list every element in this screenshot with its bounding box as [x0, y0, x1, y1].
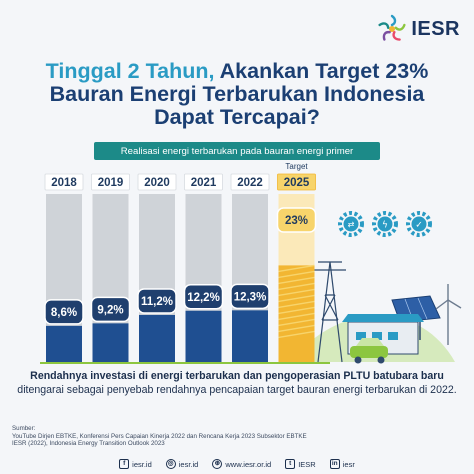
year-box-2021 [184, 173, 223, 191]
value-box-2020 [137, 288, 177, 314]
bar-fill-2019 [92, 323, 129, 362]
tick-label-2018: 2018 [51, 177, 77, 189]
tick-label-2020: 2020 [144, 177, 170, 189]
bar-stripe-2025 [278, 264, 315, 273]
bar-stripe-2025 [278, 294, 315, 303]
svg-text:✓: ✓ [415, 221, 423, 231]
sources: Sumber: YouTube Dirjen EBTKE, Konferensi… [12, 425, 462, 448]
bar-fill-2022 [232, 310, 268, 362]
title-part-2: Akankan Target 23% [214, 59, 429, 83]
gear-plug-icon: ⇄ [338, 211, 364, 237]
footer-twitter-text: IESR [298, 459, 316, 469]
tick-label-2025: 2025 [284, 177, 310, 189]
brand-name: IESR [411, 17, 460, 40]
bar-stripe-2025 [278, 276, 315, 285]
svg-text:ϟ: ϟ [382, 221, 388, 231]
data-label-2018: 8,6% [51, 307, 77, 319]
tick-label-2022: 2022 [237, 177, 263, 189]
bar-target-2025 [278, 264, 315, 362]
bar-fill-2018 [46, 325, 82, 362]
caption-rest: ditengarai sebagai penyebab rendahnya pe… [17, 383, 457, 396]
bar-fill-2021 [185, 310, 222, 362]
bars-layer: 2018 8,6% 2019 9,2% 2020 11,2% 2021 12,2% 2022 12… [44, 162, 317, 362]
caption: Rendahnya investasi di energi terbarukan… [10, 370, 464, 397]
bar-stripe-2025 [278, 288, 315, 297]
iesr-logo-icon [378, 14, 406, 41]
bar-stripe-2025 [278, 300, 315, 309]
title-line-2: Bauran Energi Terbarukan Indonesia [49, 82, 425, 106]
bar-stripe-2025 [278, 312, 315, 321]
title-line-1: Tinggal 2 Tahun, Akankan Target 23% [0, 60, 474, 83]
bar-fill-2020 [139, 314, 175, 362]
title-line-3: Dapat Tercapai? [154, 105, 320, 129]
electric-car-icon [350, 338, 388, 364]
sources-line-2: IESR (2022), Indonesia Energy Transition… [12, 440, 165, 448]
value-box-2021 [183, 284, 224, 310]
year-box-2018 [44, 173, 84, 191]
bar-stripe-2025 [278, 306, 315, 315]
value-box-2025 [276, 207, 317, 233]
page-title: Tinggal 2 Tahun, Akankan Target 23% Baur… [0, 60, 474, 129]
value-box-2019 [90, 296, 131, 323]
data-label-2020: 11,2% [141, 296, 173, 308]
bar-stripe-2025 [278, 330, 315, 339]
facebook-icon: f [119, 459, 130, 469]
transmission-tower-icon [314, 261, 346, 363]
globe-icon: ⊕ [212, 459, 223, 469]
footer-linkedin[interactable]: in iesr [329, 459, 355, 469]
gear-bolt-icon: ϟ [372, 211, 398, 237]
footer-instagram-text: iesr.id [178, 459, 199, 469]
year-box-2022 [230, 173, 270, 191]
instagram-icon: ◎ [165, 459, 176, 469]
chart-title: Realisasi energi terbarukan pada bauran … [94, 142, 380, 160]
tick-label-2021: 2021 [191, 177, 217, 189]
caption-bold: Rendahnya investasi di energi terbarukan… [30, 370, 444, 382]
value-box-2022 [230, 283, 270, 310]
data-label-2025: 23% [285, 215, 308, 227]
footer: f iesr.id ◎ iesr.id ⊕ www.iesr.or.id t I… [0, 454, 474, 474]
wind-turbine-icon [435, 284, 462, 345]
bar-stripe-2025 [278, 270, 315, 279]
footer-twitter[interactable]: t IESR [285, 459, 316, 469]
data-label-2019: 9,2% [97, 304, 123, 316]
footer-website[interactable]: ⊕ www.iesr.or.id [212, 459, 271, 469]
gear-check-icon: ✓ [406, 211, 432, 237]
data-label-2021: 12,2% [187, 292, 220, 304]
footer-facebook-text: iesr.id [132, 459, 152, 469]
target-label: Target [285, 162, 308, 171]
value-box-2018 [44, 299, 84, 325]
footer-website-text: www.iesr.or.id [225, 459, 272, 469]
linkedin-icon: in [329, 459, 340, 469]
bar-stripe-2025 [278, 318, 315, 327]
year-box-2020 [137, 173, 177, 191]
data-label-2022: 12,3% [234, 291, 267, 303]
svg-text:⇄: ⇄ [348, 220, 355, 229]
year-box-2019 [91, 173, 130, 191]
illustration: ⇄ ϟ ✓ [40, 211, 462, 364]
tick-label-2019: 2019 [98, 177, 124, 189]
sources-line-1: YouTube Dirjen EBTKE, Konferensi Pers Ca… [12, 432, 307, 440]
footer-linkedin-text: iesr [342, 459, 355, 469]
bar-stripe-2025 [278, 324, 315, 333]
bar-stripe-2025 [278, 282, 315, 291]
brand-logo: IESR [377, 14, 460, 44]
sources-heading: Sumber: [12, 425, 36, 432]
footer-instagram[interactable]: ◎ iesr.id [165, 459, 199, 469]
footer-facebook[interactable]: f iesr.id [119, 459, 152, 469]
twitter-icon: t [285, 459, 296, 469]
title-accent: Tinggal 2 Tahun, [45, 59, 215, 83]
year-box-2025 [277, 173, 316, 191]
